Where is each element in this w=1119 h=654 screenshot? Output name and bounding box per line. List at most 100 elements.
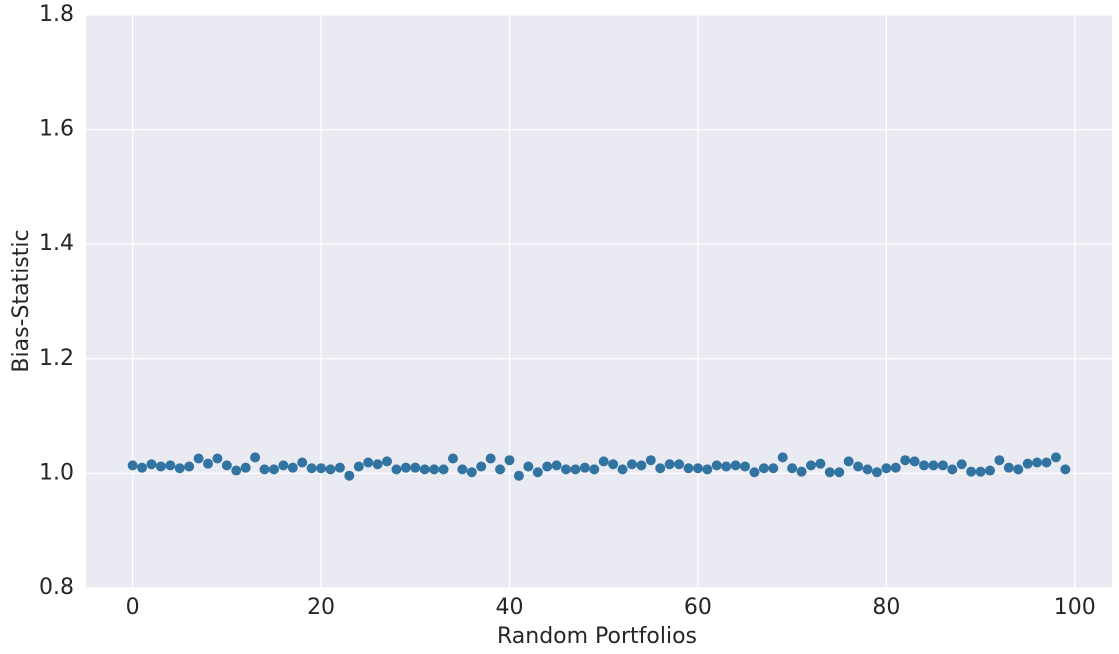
point [297,457,308,468]
x-tick-label: 100 [1054,595,1096,620]
point [890,462,901,473]
point [476,461,487,472]
y-tick-label: 0.8 [39,575,74,600]
point [1060,464,1071,475]
point [268,464,279,475]
point [419,464,430,475]
point [862,464,873,475]
point [589,464,600,475]
point [447,453,458,464]
point [1013,464,1024,475]
point [259,464,270,475]
x-axis-label: Random Portfolios [497,624,697,649]
point [598,456,609,467]
point [174,463,185,474]
point [636,460,647,471]
plot-area [86,15,1112,588]
point [1050,452,1061,463]
point [334,462,345,473]
point [692,463,703,474]
point [975,466,986,477]
point [532,467,543,478]
point [231,465,242,476]
y-tick-label: 1.0 [39,460,74,485]
point [749,467,760,478]
point [146,459,157,470]
point [768,463,779,474]
y-tick-label: 1.2 [39,346,74,371]
x-tick-label: 60 [684,595,712,620]
point [438,464,449,475]
point [429,464,440,475]
point [796,466,807,477]
x-tick-label: 40 [495,595,523,620]
x-tick-label: 20 [307,595,335,620]
point [721,461,732,472]
point [683,463,694,474]
y-tick-label: 1.4 [39,231,74,256]
point [1041,457,1052,468]
point [909,456,920,467]
point [777,452,788,463]
point [617,464,628,475]
point [137,462,148,473]
point [570,464,581,475]
point [287,462,298,473]
point [363,457,374,468]
point [626,459,637,470]
point [664,459,675,470]
point [495,464,506,475]
point [504,455,515,466]
point [325,464,336,475]
point [306,463,317,474]
point [542,461,553,472]
point [740,461,751,472]
x-tick-label: 0 [126,595,140,620]
point [391,464,402,475]
point [871,467,882,478]
point [711,460,722,471]
point [551,460,562,471]
point [240,462,251,473]
point [353,461,364,472]
point [250,452,261,463]
point [221,460,232,471]
point [900,455,911,466]
point [466,467,477,478]
x-tick-label: 80 [872,595,900,620]
point [956,459,967,470]
point [457,464,468,475]
point [344,470,355,481]
point [400,462,411,473]
point [843,456,854,467]
point [579,462,590,473]
point [834,467,845,478]
point [1003,462,1014,473]
point [758,463,769,474]
point [881,463,892,474]
point [730,460,741,471]
point [824,467,835,478]
point [815,458,826,469]
point [184,461,195,472]
point [1022,458,1033,469]
point [203,458,214,469]
point [655,463,666,474]
point [1032,457,1043,468]
point [984,465,995,476]
point [947,464,958,475]
y-axis-label: Bias-Statistic [9,229,34,372]
point [937,460,948,471]
point [966,466,977,477]
point [316,463,327,474]
point [155,461,166,472]
point [372,459,383,470]
point [193,453,204,464]
point [674,459,685,470]
point [165,460,176,471]
point [919,460,930,471]
point [513,470,524,481]
point [805,460,816,471]
y-tick-label: 1.8 [39,2,74,27]
